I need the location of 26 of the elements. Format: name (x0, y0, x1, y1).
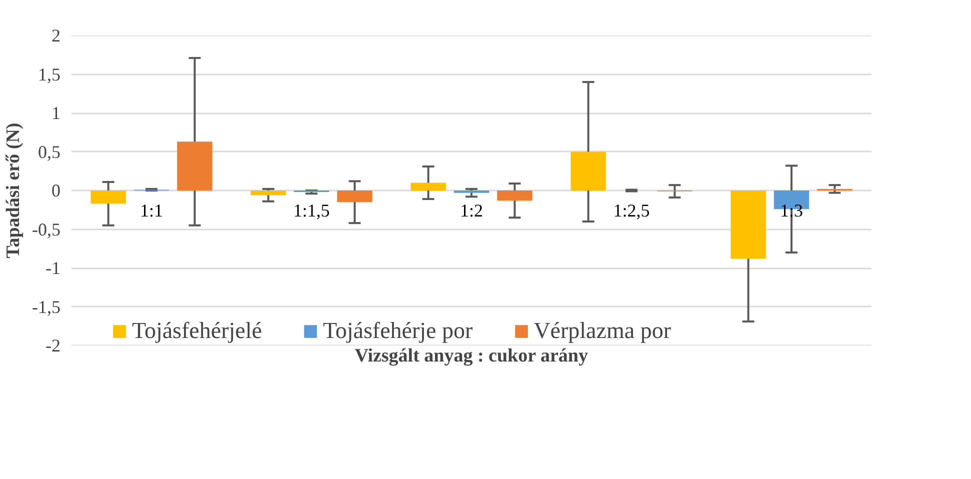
legend-label: Vérplazma por (534, 318, 671, 344)
bar (90, 190, 126, 204)
y-tick-label: 0 (52, 180, 60, 200)
bar (730, 190, 766, 259)
x-tick-label: 1:1 (140, 200, 164, 220)
x-axis-title: Vizsgált anyag : cukor arány (354, 346, 588, 366)
x-tick-label: 1:1,5 (293, 200, 330, 220)
y-tick-label: 2 (52, 26, 60, 46)
y-tick-label: -0,5 (32, 219, 61, 240)
x-tick-label: 1:2,5 (613, 200, 650, 220)
y-tick-label: 1 (52, 103, 60, 123)
x-tick-label: 1:2 (460, 200, 484, 220)
y-tick-label: -2 (46, 336, 61, 356)
y-tick-label: 0,5 (38, 142, 60, 162)
bar (497, 190, 532, 201)
legend-label: Tojásfehérje por (322, 318, 473, 344)
y-axis-title: Tapadási erő (N) (3, 122, 24, 258)
bar (177, 142, 212, 190)
y-tick-label: -1 (46, 258, 61, 278)
y-tick-label: -1,5 (32, 296, 61, 317)
y-tick-label: 1,5 (38, 64, 60, 84)
bar (250, 190, 286, 196)
bar (570, 152, 606, 190)
bar (337, 190, 372, 202)
bar (410, 182, 446, 190)
legend-label: Tojásfehérjelé (132, 318, 262, 344)
